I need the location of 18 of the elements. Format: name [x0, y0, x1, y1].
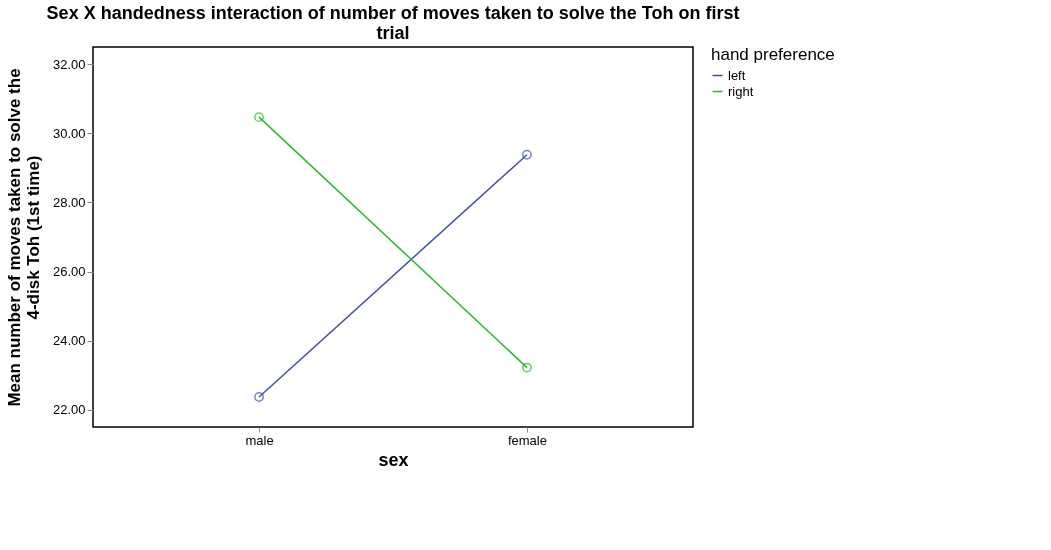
legend-title: hand preference	[711, 45, 835, 64]
y-tick-label: 28.00	[52, 194, 86, 210]
legend-label: left	[728, 67, 746, 83]
x-tick-label: male	[245, 432, 274, 448]
y-tick-label: 30.00	[52, 125, 86, 141]
y-tick-label: 22.00	[52, 402, 86, 418]
point	[254, 392, 264, 402]
y-tick-label: 24.00	[52, 333, 86, 349]
y-axis-title: Mean number of moves taken to solve the 4-disk Toh (1st time)	[4, 68, 43, 407]
y-tick-label: 26.00	[52, 264, 86, 280]
x-tick-label: female	[507, 432, 547, 448]
y-tick-label: 32.00	[52, 56, 86, 72]
chart-title: Sex X handedness interaction of number of moves taken to solve the Toh on first trial	[46, 3, 740, 43]
x-axis-title: sex	[378, 449, 409, 470]
point	[254, 112, 264, 123]
point	[522, 362, 532, 373]
legend-label: right	[728, 83, 754, 99]
point	[522, 149, 532, 160]
